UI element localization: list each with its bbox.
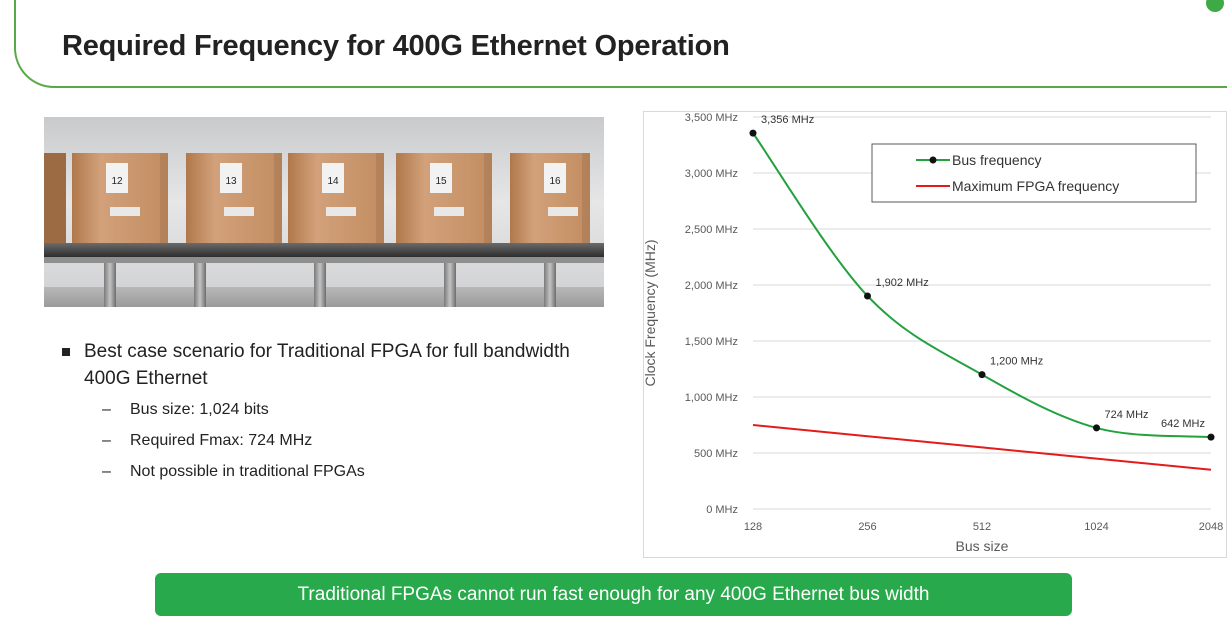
box-symbols [224,207,254,216]
box-symbols [110,207,140,216]
package-box: 12 [72,153,168,243]
y-tick-label: 3,000 MHz [685,168,738,180]
data-label: 1,902 MHz [876,277,929,289]
y-tick-label: 2,000 MHz [685,280,738,292]
dash-icon: – [102,463,111,480]
box-number: 16 [544,163,566,193]
y-tick-label: 3,500 MHz [685,112,738,124]
bullet-text: Best case scenario for Traditional FPGA … [84,341,570,389]
box-number: 14 [322,163,344,193]
y-tick-label: 500 MHz [694,448,738,460]
data-point [978,371,986,379]
package-box: 16 [510,153,590,243]
y-tick-label: 2,500 MHz [685,224,738,236]
x-tick-label: 512 [973,521,991,533]
conveyor-leg [314,263,326,307]
box-symbols [548,207,578,216]
chart-legend [871,143,1197,203]
conclusion-banner: Traditional FPGAs cannot run fast enough… [155,573,1072,616]
y-tick-label: 0 MHz [706,504,738,516]
data-label: 642 MHz [1161,418,1205,430]
data-point [1093,424,1100,432]
legend-label: Maximum FPGA frequency [952,178,1119,194]
data-label: 1,200 MHz [990,356,1043,368]
sub-bullet-list: – Bus size: 1,024 bits – Required Fmax: … [60,400,600,482]
conveyor-leg [544,263,556,307]
package-box: 15 [396,153,492,243]
data-point [1207,433,1215,441]
bullet-item: Best case scenario for Traditional FPGA … [60,338,600,392]
conveyor-belt-edge [44,257,604,263]
banner-text: Traditional FPGAs cannot run fast enough… [297,583,930,605]
box-number: 12 [106,163,128,193]
x-tick-label: 128 [744,521,762,533]
title-corner-dot [1206,0,1224,12]
package-box: 14 [288,153,384,243]
x-axis-label: Bus size [956,538,1009,554]
conveyor-belt [44,243,604,257]
x-tick-label: 2048 [1199,521,1223,533]
data-point [864,292,871,300]
bullet-list: Best case scenario for Traditional FPGA … [60,338,600,493]
sub-bullet-text: Bus size: 1,024 bits [130,401,269,418]
data-label: 724 MHz [1105,409,1149,421]
chart-svg: 0 MHz 500 MHz 1,000 MHz 1,500 MHz 2,000 MHz 2… [642,112,1223,554]
dash-icon: – [102,401,111,418]
dash-icon: – [102,432,111,449]
bus-frequency-line [752,132,1212,439]
title-underline [60,86,1050,88]
box-symbols [434,207,464,216]
conveyor-leg [194,263,206,307]
bullet-square-icon [62,348,70,356]
conveyor-leg [104,263,116,307]
x-tick-label: 256 [858,521,876,533]
legend-marker [929,156,937,164]
box-number: 15 [430,163,452,193]
conveyor-illustration: 12 13 14 15 16 [44,117,604,307]
max-fpga-frequency-line [752,424,1212,471]
frequency-chart: 0 MHz 500 MHz 1,000 MHz 1,500 MHz 2,000 MHz 2… [640,108,1227,558]
x-tick-label: 1024 [1084,521,1108,533]
y-axis-label: Clock Frequency (MHz) [642,239,658,386]
data-label: 3,356 MHz [761,114,814,126]
sub-bullet-text: Required Fmax: 724 MHz [130,432,313,449]
legend-label: Bus frequency [952,152,1042,168]
package-box: 13 [186,153,282,243]
box-partial [44,153,66,243]
data-point [749,129,757,137]
sub-bullet-item: – Not possible in traditional FPGAs [102,462,600,482]
sub-bullet-text: Not possible in traditional FPGAs [130,463,365,480]
box-number: 13 [220,163,242,193]
sub-bullet-item: – Required Fmax: 724 MHz [102,431,600,451]
box-symbols [326,207,356,216]
y-tick-label: 1,500 MHz [685,336,738,348]
slide-title: Required Frequency for 400G Ethernet Ope… [62,30,730,62]
conveyor-leg [444,263,456,307]
sub-bullet-item: – Bus size: 1,024 bits [102,400,600,420]
y-tick-label: 1,000 MHz [685,392,738,404]
